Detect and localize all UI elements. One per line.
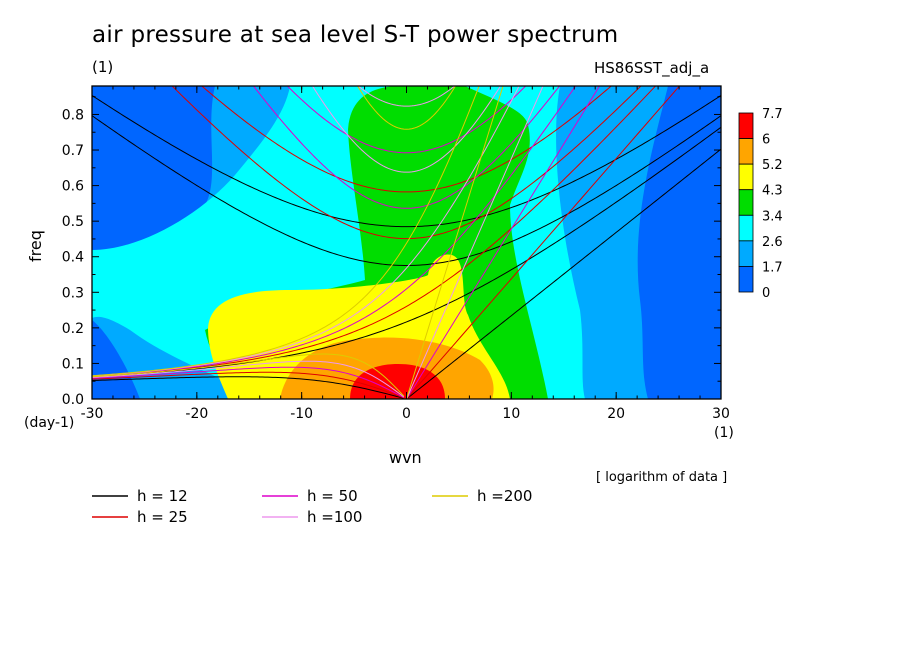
mrg-curve-200 — [92, 86, 480, 377]
y-axis-unit: (day-1) — [24, 415, 75, 431]
ig-curve-n2-100 — [357, 86, 456, 107]
colorbar-label: 6 — [762, 133, 770, 148]
colorbar-swatch — [738, 240, 754, 267]
colorbar-label: 3.4 — [762, 209, 783, 224]
colorbar-swatch — [738, 214, 754, 242]
mrg-curve-25 — [92, 86, 657, 378]
y-tick-label: 0.2 — [62, 321, 84, 337]
colorbar-swatch — [738, 138, 754, 165]
log-note: [ logarithm of data ] — [596, 470, 728, 485]
ig-curve-n2-200 — [92, 0, 721, 51]
x-tick-label: -20 — [185, 406, 208, 422]
colorbar-label: 2.6 — [762, 235, 783, 250]
mrg-curve-100 — [92, 86, 520, 377]
legend: h = 12 h = 25 h = 50 h =100 h =200 — [92, 487, 532, 526]
ig-curve-n2-50 — [286, 86, 527, 154]
y-tick-label: 0.7 — [62, 143, 84, 159]
legend-label: h =100 — [307, 508, 362, 526]
x-tick-label: 30 — [712, 406, 730, 422]
kelvin-curve-25 — [406, 86, 681, 399]
colorbar-label: 4.3 — [762, 184, 783, 199]
kelvin-curve-12 — [406, 148, 721, 399]
ig-curve-n1-100 — [311, 86, 502, 173]
chart-title: air pressure at sea level S-T power spec… — [92, 22, 619, 48]
colorbar-label: 1.7 — [762, 260, 783, 275]
ig-curve-n2-25 — [201, 86, 612, 193]
rossby-curve-50 — [92, 366, 405, 399]
x-tick-label: -30 — [81, 406, 104, 422]
x-tick-label: 0 — [402, 406, 411, 422]
y-tick-label: 0.1 — [62, 356, 84, 372]
y-tick-label: 0.5 — [62, 214, 84, 230]
colorbar-label: 0 — [762, 286, 770, 301]
plot-area — [92, 0, 721, 399]
kelvin-curve-50 — [406, 86, 601, 399]
data-unit: (1) — [92, 58, 114, 76]
colorbar-swatch — [738, 189, 754, 216]
colorbar: 7.7 6 5.2 4.3 3.4 2.6 1.7 0 — [738, 107, 783, 301]
ig-curve-n1-12 — [92, 115, 721, 266]
colorbar-swatch — [738, 266, 754, 293]
dispersion-curves — [92, 0, 721, 399]
kelvin-curve-200 — [406, 86, 504, 399]
rossby-curve-100 — [92, 360, 405, 398]
colorbar-swatch — [738, 163, 754, 191]
y-tick-label: 0.3 — [62, 285, 84, 301]
y-tick-label: 0.6 — [62, 179, 84, 195]
rossby-curve-200 — [92, 353, 405, 397]
legend-label: h =200 — [477, 487, 532, 505]
legend-label: h = 25 — [137, 508, 188, 526]
x-axis: -30 -20 -10 0 10 20 30 — [81, 86, 730, 422]
x-tick-label: 10 — [502, 406, 520, 422]
kelvin-curve-100 — [406, 86, 544, 399]
rossby-curve-12 — [92, 376, 405, 399]
x-tick-label: -10 — [290, 406, 313, 422]
mrg-curve-50 — [92, 86, 577, 377]
colorbar-swatch — [738, 112, 754, 139]
x-tick-label: 20 — [607, 406, 625, 422]
y-axis-label: freq — [26, 230, 45, 262]
colorbar-label: 5.2 — [762, 158, 783, 173]
x-axis-unit: (1) — [714, 425, 734, 441]
y-tick-label: 0.4 — [62, 250, 84, 266]
legend-label: h = 12 — [137, 487, 188, 505]
legend-label: h = 50 — [307, 487, 358, 505]
run-id: HS86SST_adj_a — [594, 59, 710, 77]
ig-curve-n1-200 — [356, 86, 457, 130]
y-tick-label: 0.8 — [62, 107, 84, 123]
y-tick-label: 0.0 — [62, 392, 84, 408]
ig-curve-n1-50 — [252, 86, 561, 209]
ig-curve-n1-25 — [171, 86, 642, 240]
colorbar-label: 7.7 — [762, 107, 783, 122]
rossby-curve-25 — [92, 371, 405, 399]
y-axis: 0.0 0.1 0.2 0.3 0.4 0.5 0.6 0.7 0.8 — [62, 96, 721, 408]
heatmap-fill — [92, 86, 721, 399]
x-axis-label: wvn — [389, 448, 422, 467]
mrg-curve-12 — [92, 126, 721, 378]
